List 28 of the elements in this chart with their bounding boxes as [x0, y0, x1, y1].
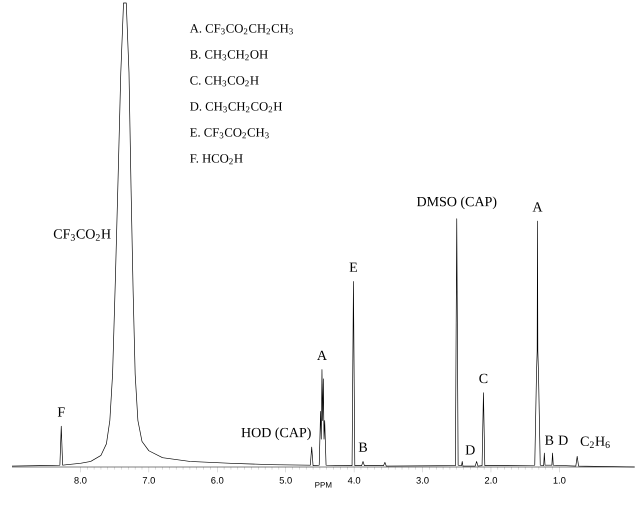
annotation: C. CH$_{3}$CO$_{2}$H: [190, 76, 259, 86]
x-tick-label: 5.0: [280, 477, 292, 484]
annotation: D: [558, 436, 568, 445]
annotation: E: [350, 262, 357, 272]
annotation: HOD (CAP): [241, 427, 311, 440]
annotation: E. CF$_{3}$CO$_{2}$CH$_{3}$: [190, 128, 269, 138]
x-tick-label: 4.0: [348, 477, 360, 484]
annotation: A: [532, 202, 542, 212]
annotation: D. CH$_{3}$CH$_{2}$CO$_{2}$H: [190, 102, 282, 112]
annotation: B: [545, 436, 554, 445]
annotation: CF$_{3}$CO$_{2}$H: [54, 229, 111, 241]
annotation: F: [58, 407, 65, 417]
x-tick-label: 7.0: [142, 477, 155, 484]
annotation: B. CH$_{3}$CH$_{2}$OH: [190, 50, 268, 60]
x-tick-label: 1.0: [554, 477, 566, 484]
x-axis-title: PPM: [315, 482, 332, 488]
x-tick-label: 8.0: [74, 477, 87, 484]
annotation: DMSO (CAP): [416, 196, 496, 210]
annotation: C$_{2}$H$_{6}$: [580, 436, 610, 448]
annotation: B: [358, 442, 367, 452]
annotation: A. CF$_{3}$CO$_{2}$CH$_{2}$CH$_{3}$: [190, 24, 293, 34]
annotation: C: [479, 374, 488, 384]
x-tick-label: 6.0: [211, 477, 224, 484]
x-tick-label: 2.0: [484, 477, 498, 484]
x-tick-label: 3.0: [416, 477, 429, 484]
annotation: D: [466, 445, 475, 454]
annotation: F. HCO$_{2}$H: [190, 154, 243, 164]
annotation: A: [317, 350, 327, 360]
